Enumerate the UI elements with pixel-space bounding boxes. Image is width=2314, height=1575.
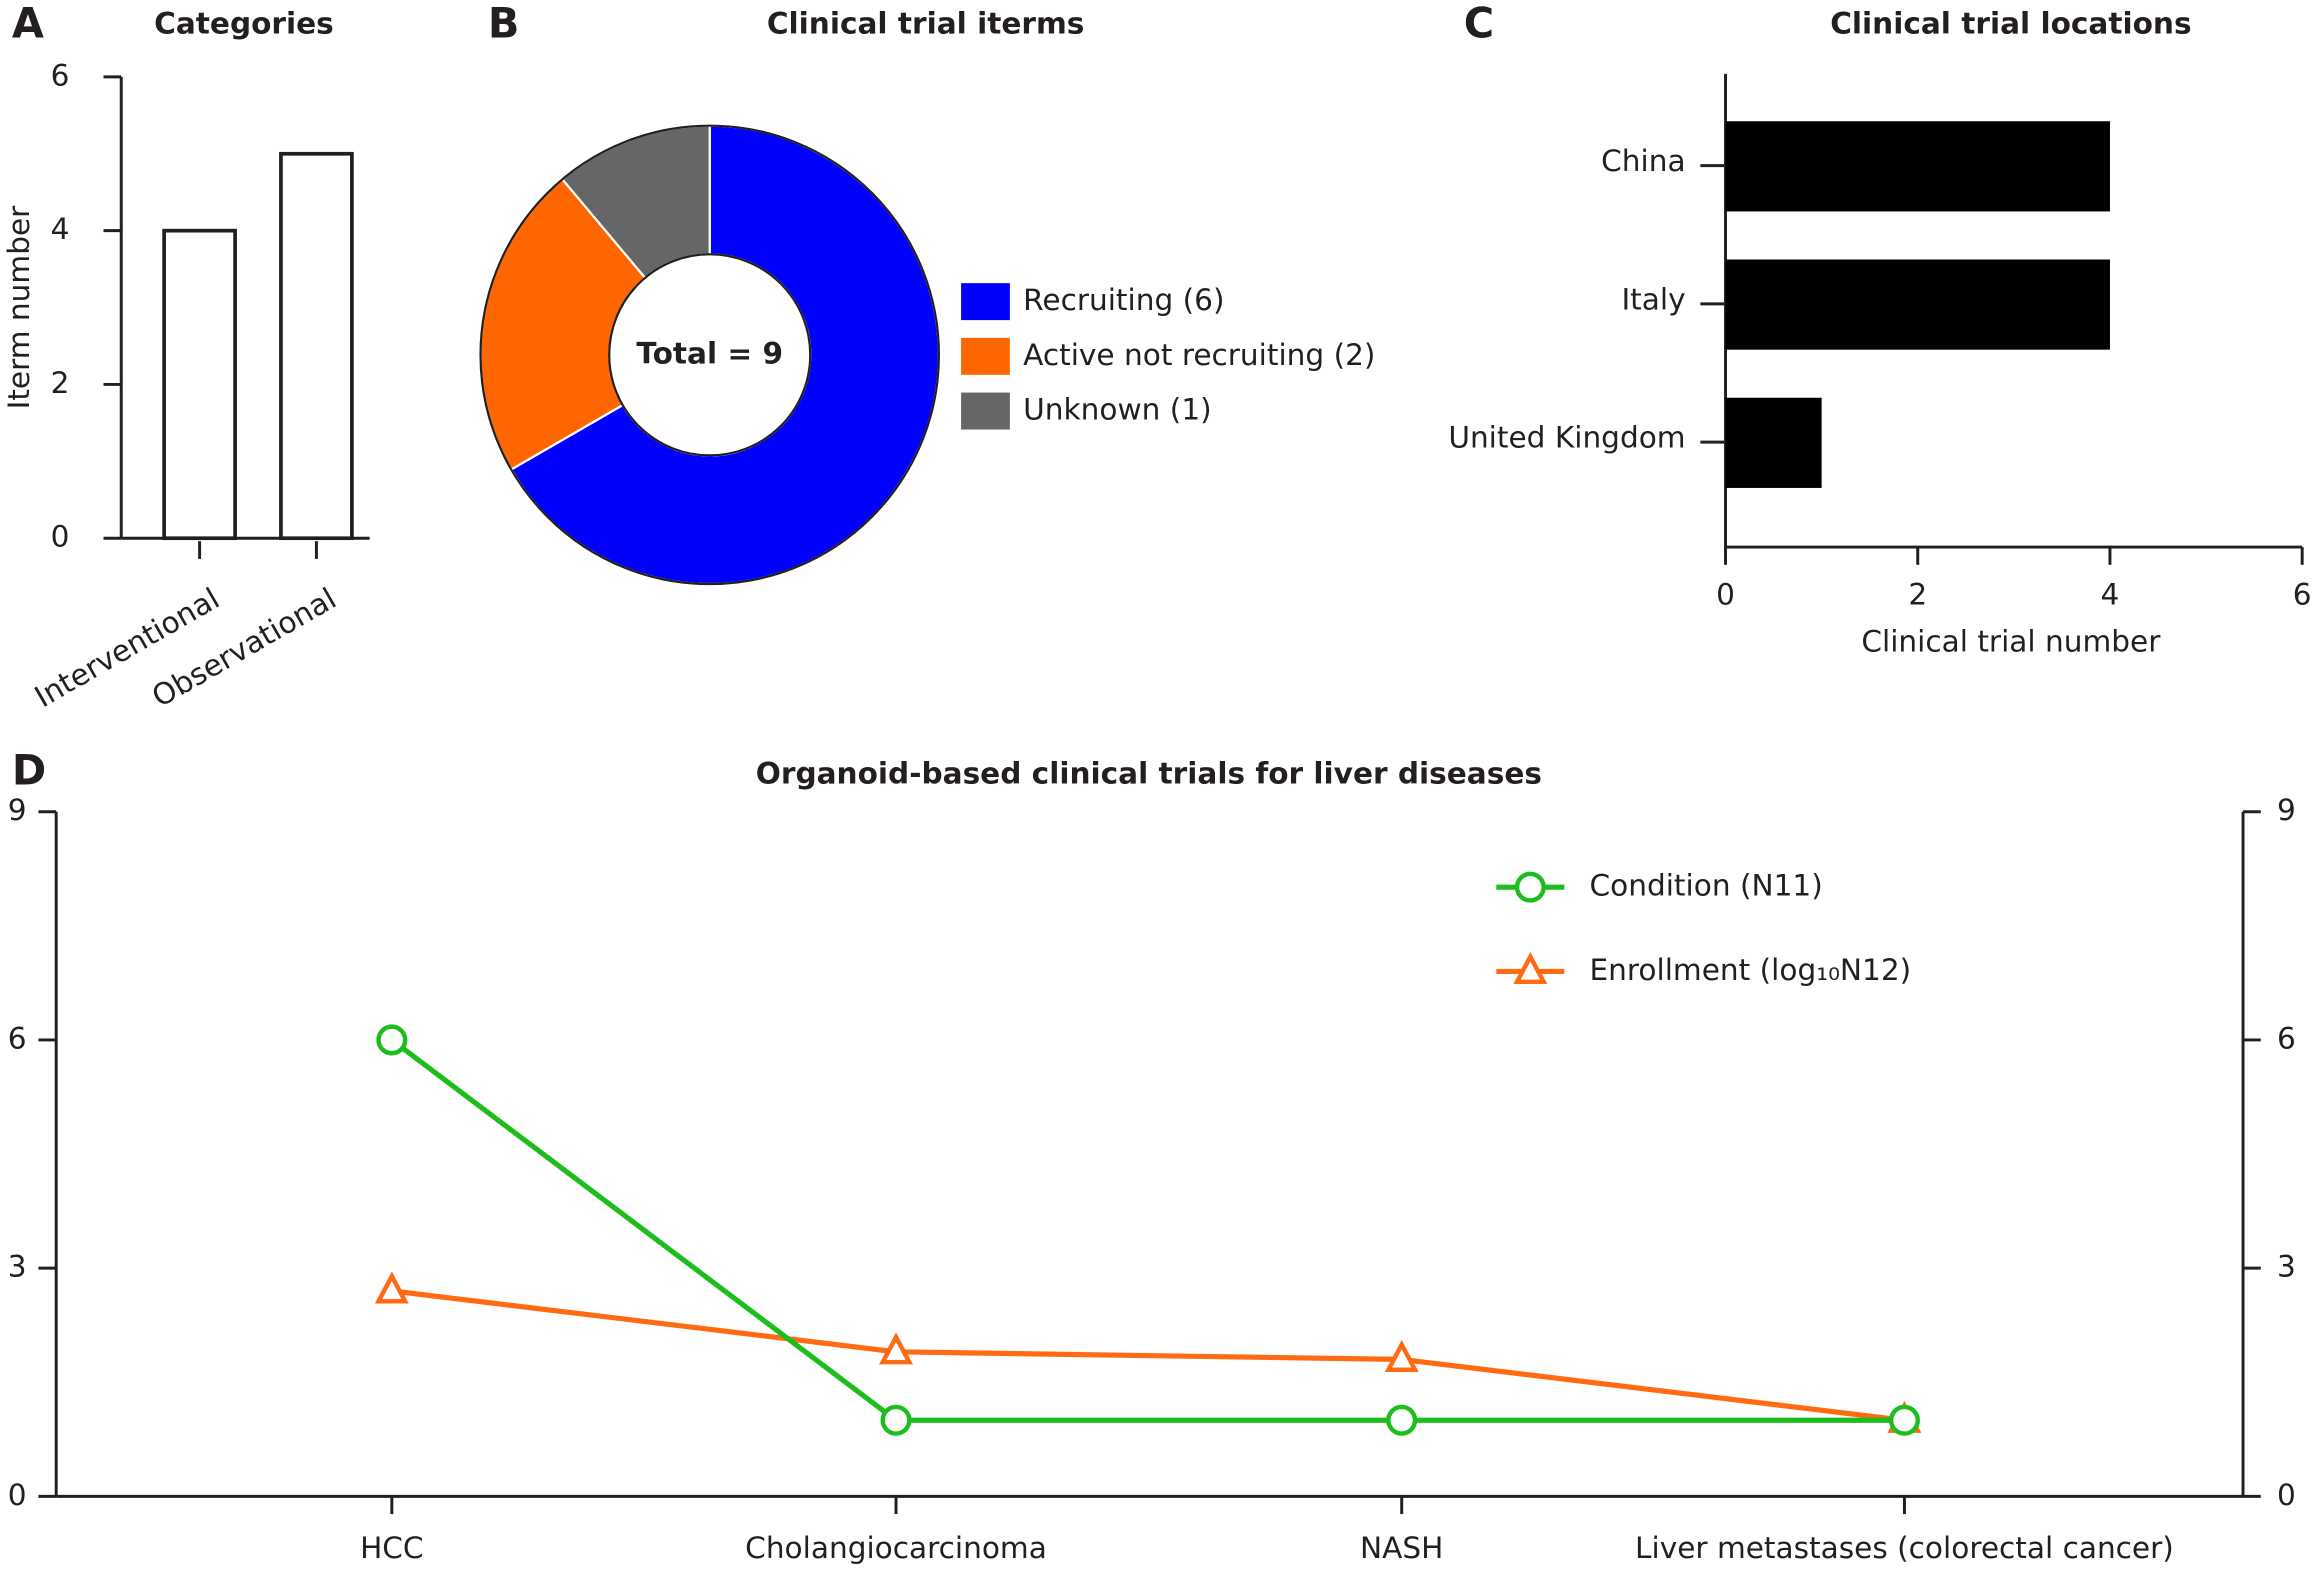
legend-swatch — [961, 283, 1010, 321]
y-tick-label: 0 — [8, 1478, 27, 1512]
legend-marker — [1513, 951, 1548, 985]
y-tick-label: Italy — [1621, 282, 1685, 316]
legend-marker — [1514, 871, 1546, 903]
y-tick-label: China — [1601, 144, 1685, 178]
y-axis-label: Iterm number — [2, 205, 36, 410]
legend-label: Enrollment (log₁₀N12) — [1589, 953, 1911, 987]
panel-letter: B — [488, 0, 520, 48]
y2-tick-label: 6 — [2277, 1021, 2296, 1055]
x-tick-label: HCC — [360, 1531, 424, 1565]
chart-title: Clinical trial iterms — [767, 7, 1085, 41]
y-tick-label: 3 — [8, 1250, 27, 1284]
donut-outline — [479, 124, 941, 586]
x-tick-label: NASH — [1360, 1531, 1443, 1565]
chart-title: Clinical trial locations — [1830, 7, 2191, 41]
y2-tick-label: 3 — [2277, 1250, 2296, 1284]
x-axis-label: Clinical trial number — [1861, 625, 2161, 659]
bar — [1725, 259, 2110, 350]
legend-label: Condition (N11) — [1589, 869, 1822, 903]
x-tick-label: Cholangiocarcinoma — [745, 1531, 1047, 1565]
x-tick-label: 4 — [2101, 577, 2120, 611]
x-tick-label: Liver metastases (colorectal cancer) — [1635, 1531, 2174, 1565]
x-tick-label: 6 — [2293, 577, 2312, 611]
chart-title: Organoid-based clinical trials for liver… — [756, 756, 1542, 790]
marker — [374, 1271, 409, 1304]
y2-tick-label: 9 — [2277, 793, 2296, 827]
bar — [162, 228, 237, 541]
series-line — [390, 1037, 1905, 1423]
marker — [1386, 1404, 1418, 1436]
marker — [1384, 1339, 1419, 1372]
legend-label: Active not recruiting (2) — [1023, 338, 1375, 372]
y-tick-label: 6 — [8, 1021, 27, 1055]
legend-swatch — [961, 337, 1010, 375]
legend-swatch — [961, 392, 1010, 430]
panel-letter: A — [12, 0, 44, 48]
y-tick-label: United Kingdom — [1448, 421, 1685, 455]
y2-tick-label: 0 — [2277, 1478, 2296, 1512]
bar — [279, 151, 354, 541]
y-tick-label: 0 — [51, 520, 70, 554]
bar — [1725, 121, 2110, 212]
y-tick-label: 6 — [51, 58, 70, 92]
x-tick-label: 2 — [1908, 577, 1927, 611]
panel-letter: D — [12, 746, 46, 794]
donut-hole — [608, 253, 812, 457]
series-line — [391, 1288, 1905, 1423]
marker — [376, 1024, 408, 1056]
legend-label: Recruiting (6) — [1023, 283, 1224, 317]
marker — [1888, 1404, 1920, 1436]
marker — [880, 1404, 912, 1436]
center-label: Total = 9 — [636, 336, 783, 370]
x-tick-label: 0 — [1716, 577, 1735, 611]
y-tick-label: 2 — [51, 366, 70, 400]
panel-letter: C — [1464, 0, 1494, 48]
bar — [1725, 397, 1822, 488]
y-tick-label: 9 — [8, 793, 27, 827]
y-tick-label: 4 — [51, 212, 70, 246]
legend-label: Unknown (1) — [1023, 393, 1212, 427]
marker — [879, 1332, 914, 1365]
chart-title: Categories — [154, 7, 334, 41]
